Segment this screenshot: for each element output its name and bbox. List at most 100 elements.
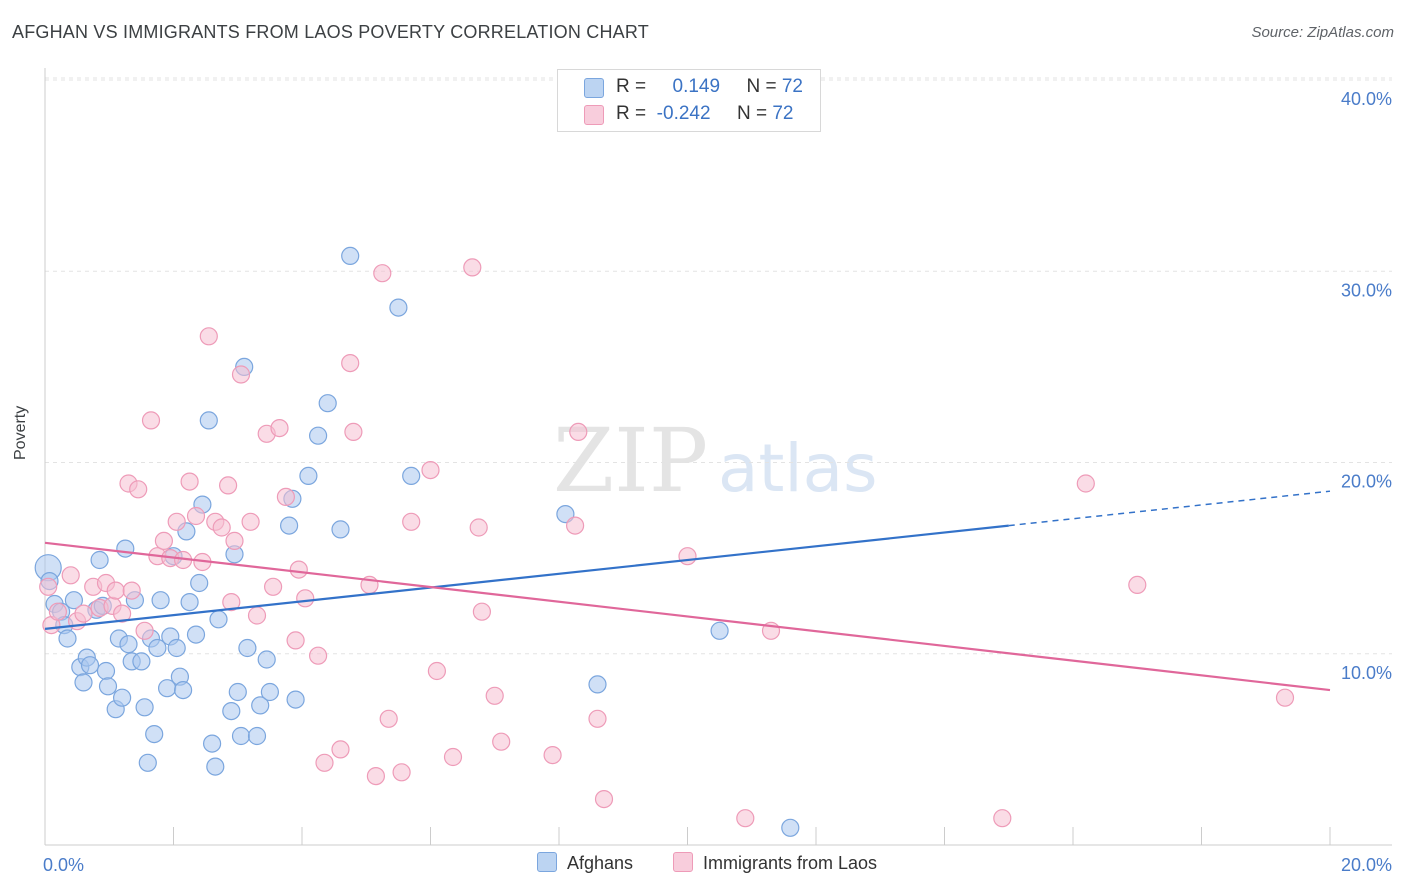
laos-point [112,604,132,623]
afghans-point [135,698,154,717]
laos-point [379,709,398,728]
afghans-point [167,638,186,658]
laos-point [402,512,421,531]
laos-point [167,512,186,531]
afghans-point [309,426,328,445]
afghans-point [96,661,116,681]
afghans-point [341,246,360,265]
laos-point [199,327,218,346]
laos-point [421,461,440,480]
r-value: -0.242 [656,103,711,124]
laos-point [48,602,68,621]
laos-point [341,354,360,373]
n-label: N = [736,103,768,124]
laos-point [331,740,350,759]
afghans-point [228,682,247,702]
laos-point [543,745,562,765]
laos-point [74,604,93,623]
tick-labels: 10.0% 20.0% 30.0% 40.0% 0.0% 20.0% [43,89,1392,875]
n-value: 72 [772,103,794,124]
y-tick-label: 10.0% [1341,663,1392,683]
laos-point [569,422,588,441]
laos-point [392,763,411,782]
afghans-point [74,673,93,692]
afghans-trend-line [44,524,1009,630]
laos-point [222,592,241,612]
afghans-trend-extension [1008,490,1331,527]
afghans-point [260,682,279,702]
data-points [34,246,1295,837]
laos-point [427,661,446,681]
afghans-point [299,466,318,485]
laos-point [39,577,58,596]
laos-point [296,589,315,608]
laos-legend-swatch [673,852,693,872]
y-tick-label: 30.0% [1341,280,1392,300]
afghans-point [138,753,157,772]
laos-point [247,606,267,625]
afghans-point [257,650,276,669]
axes [44,68,1392,846]
laos-point [154,531,173,551]
afghans-point [180,592,199,612]
laos-point [180,472,199,491]
laos-legend-label: Immigrants from Laos [703,853,878,873]
laos-point [443,747,463,767]
afghans-point [781,818,800,837]
laos-point [463,258,482,277]
afghans-point [90,550,109,570]
laos-point [186,506,206,526]
laos-point [344,422,363,441]
afghans-point [190,573,209,593]
laos-swatch [584,105,604,125]
afghans-point [238,638,257,658]
n-label: N = [746,76,777,97]
laos-point [122,581,141,600]
afghans-point [206,757,225,776]
laos-point [264,577,283,596]
laos-point [588,709,607,728]
afghans-point [148,638,167,658]
laos-point [736,809,755,828]
laos-point [1128,575,1147,595]
laos-point [276,487,295,506]
laos-point [286,631,305,650]
afghans-point [116,539,135,558]
laos-point [225,531,244,551]
afghans-point [186,625,206,644]
laos-point [993,809,1012,828]
laos-point [594,789,614,809]
afghans-point [112,688,132,707]
legend-laos: Immigrants from Laos [673,852,877,874]
afghans-point [203,734,222,753]
chart-title: AFGHAN VS IMMIGRANTS FROM LAOS POVERTY C… [12,22,649,42]
afghans-point [710,621,729,640]
afghans-point [58,629,77,648]
laos-point [373,264,392,283]
laos-point [219,476,238,495]
y-tick-label: 40.0% [1341,89,1392,109]
legend-afghans: Afghans [537,852,633,874]
afghans-point [286,690,305,709]
laos-point [315,753,334,772]
afghans-point [389,298,408,317]
laos-point [492,732,511,751]
afghans-legend-swatch [537,852,557,872]
afghans-point [119,635,138,654]
afghans-point [132,652,151,671]
y-tick-label: 20.0% [1341,472,1392,492]
laos-point [565,516,585,535]
afghans-point [199,411,218,430]
afghans-point [588,675,607,694]
watermark: ZIP atlas [553,409,878,512]
x-tick-label-min: 0.0% [43,855,84,875]
laos-point [212,518,231,537]
laos-point [241,512,260,531]
afghans-point [222,701,241,721]
afghans-point [80,656,100,675]
correlation-legend: R = 0.149 N = 72 R = -0.242 N = 72 [557,69,821,132]
laos-point [472,602,491,621]
source-label: Source: ZipAtlas.com [1251,24,1394,41]
r-label: R = [616,76,647,97]
